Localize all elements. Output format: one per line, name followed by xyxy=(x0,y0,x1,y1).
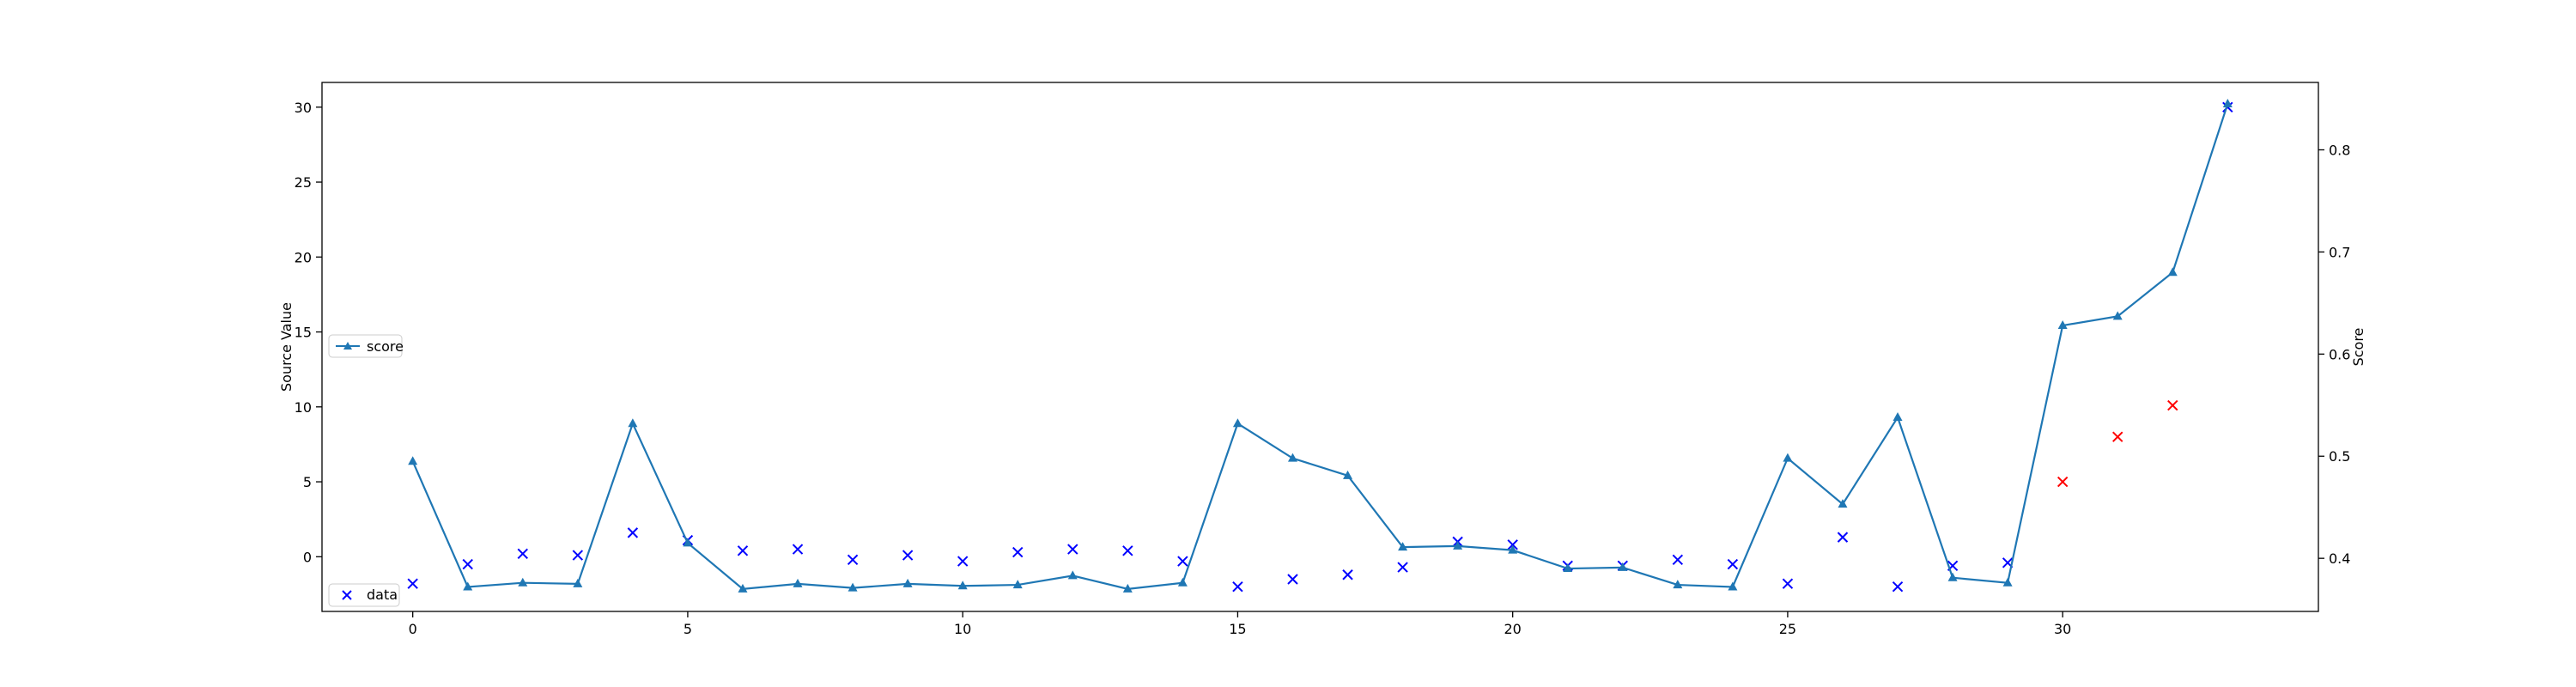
score-point xyxy=(1012,580,1023,589)
y-axis-right: 0.4 0.5 0.6 0.7 0.8 xyxy=(2318,142,2350,567)
data-point xyxy=(957,556,969,567)
data-point xyxy=(2057,476,2069,488)
score-point xyxy=(1287,453,1297,462)
chart-marks xyxy=(407,98,2233,593)
y-axis-left: 0 5 10 15 20 25 30 xyxy=(295,100,322,565)
data-point xyxy=(1232,581,1243,593)
data-point xyxy=(1287,574,1298,585)
score-point xyxy=(1398,542,1408,551)
score-point xyxy=(2112,311,2123,320)
data-point xyxy=(2167,399,2178,411)
data-point xyxy=(737,545,749,556)
legend-data-label: data xyxy=(367,587,398,603)
y-tick-label: 15 xyxy=(295,325,312,341)
legend-score: score xyxy=(328,334,404,358)
score-point xyxy=(683,538,693,547)
x-tick-label: 15 xyxy=(1229,621,1246,637)
score-point xyxy=(2167,267,2178,277)
score-point xyxy=(848,582,858,592)
y-tick-label: 30 xyxy=(295,100,312,116)
data-point xyxy=(407,578,418,589)
data-point xyxy=(1782,578,1794,589)
score-point xyxy=(738,583,748,593)
data-point xyxy=(1507,539,1518,550)
x-tick-label: 0 xyxy=(409,621,417,637)
data-point xyxy=(847,554,859,566)
score-point xyxy=(2057,320,2068,330)
score-point xyxy=(408,456,418,465)
legend-score-label: score xyxy=(367,338,404,355)
y2-tick-label: 0.6 xyxy=(2329,346,2350,362)
score-point xyxy=(1783,453,1793,462)
score-point xyxy=(518,577,528,587)
x-tick-label: 30 xyxy=(2054,621,2071,637)
score-point xyxy=(793,578,803,587)
y2-tick-label: 0.4 xyxy=(2329,550,2350,567)
score-point xyxy=(1232,418,1242,428)
y-tick-label: 0 xyxy=(303,549,312,565)
score-point xyxy=(628,418,638,428)
x-tick-label: 25 xyxy=(1779,621,1796,637)
data-point xyxy=(1837,532,1849,543)
data-point xyxy=(902,550,914,561)
data-point xyxy=(462,558,473,570)
x-tick-label: 20 xyxy=(1504,621,1521,637)
data-point xyxy=(627,527,639,538)
data-point xyxy=(1397,562,1408,573)
score-point xyxy=(1947,572,1958,581)
score-point xyxy=(1563,563,1573,573)
y-tick-label: 20 xyxy=(295,249,312,265)
x-tick-label: 5 xyxy=(683,621,692,637)
score-point xyxy=(957,581,968,590)
data-point xyxy=(1122,545,1133,556)
y-tick-label: 5 xyxy=(303,474,312,490)
y-axis-left-title: Source Value xyxy=(278,302,295,392)
data-point xyxy=(1177,556,1188,567)
data-point xyxy=(1342,569,1353,581)
score-point xyxy=(1673,580,1683,589)
data-point xyxy=(1727,558,1739,570)
x-axis: 0 5 10 15 20 25 30 xyxy=(409,611,2071,637)
plot-frame xyxy=(321,82,2319,612)
y2-tick-label: 0.8 xyxy=(2329,142,2350,158)
score-point xyxy=(1122,583,1133,593)
plot-background xyxy=(322,82,2318,611)
score-point xyxy=(1893,412,1903,422)
data-point xyxy=(517,548,528,560)
score-point xyxy=(463,581,473,591)
score-point xyxy=(1177,577,1188,587)
legend-score-triangle-icon xyxy=(343,342,352,350)
x-tick-label: 10 xyxy=(954,621,971,637)
score-point xyxy=(1618,562,1628,571)
score-point xyxy=(2002,577,2013,587)
score-point xyxy=(1343,470,1353,479)
y2-tick-label: 0.7 xyxy=(2329,244,2350,260)
legend-data: data xyxy=(328,583,400,607)
legend-data-x-icon xyxy=(342,590,352,600)
score-point xyxy=(1728,581,1738,591)
data-point xyxy=(1892,581,1904,593)
data-point xyxy=(1012,546,1024,558)
y-tick-label: 10 xyxy=(295,399,312,416)
y-tick-label: 25 xyxy=(295,174,312,191)
data-point xyxy=(792,544,804,555)
score-point xyxy=(1453,540,1463,550)
score-line xyxy=(411,103,2229,590)
legend-score-frame xyxy=(328,334,403,358)
data-point xyxy=(572,550,584,561)
score-point xyxy=(1508,544,1518,554)
score-point xyxy=(1067,570,1078,580)
score-point xyxy=(2222,98,2233,107)
data-point xyxy=(2112,431,2123,442)
data-point xyxy=(1067,544,1078,555)
legend-data-frame xyxy=(328,583,400,607)
score-point xyxy=(902,578,913,587)
score-point xyxy=(1838,499,1848,508)
score-point xyxy=(573,578,583,587)
y-axis-right-title: Score xyxy=(2350,328,2366,367)
data-point xyxy=(1672,554,1684,566)
y2-tick-label: 0.5 xyxy=(2329,448,2350,465)
